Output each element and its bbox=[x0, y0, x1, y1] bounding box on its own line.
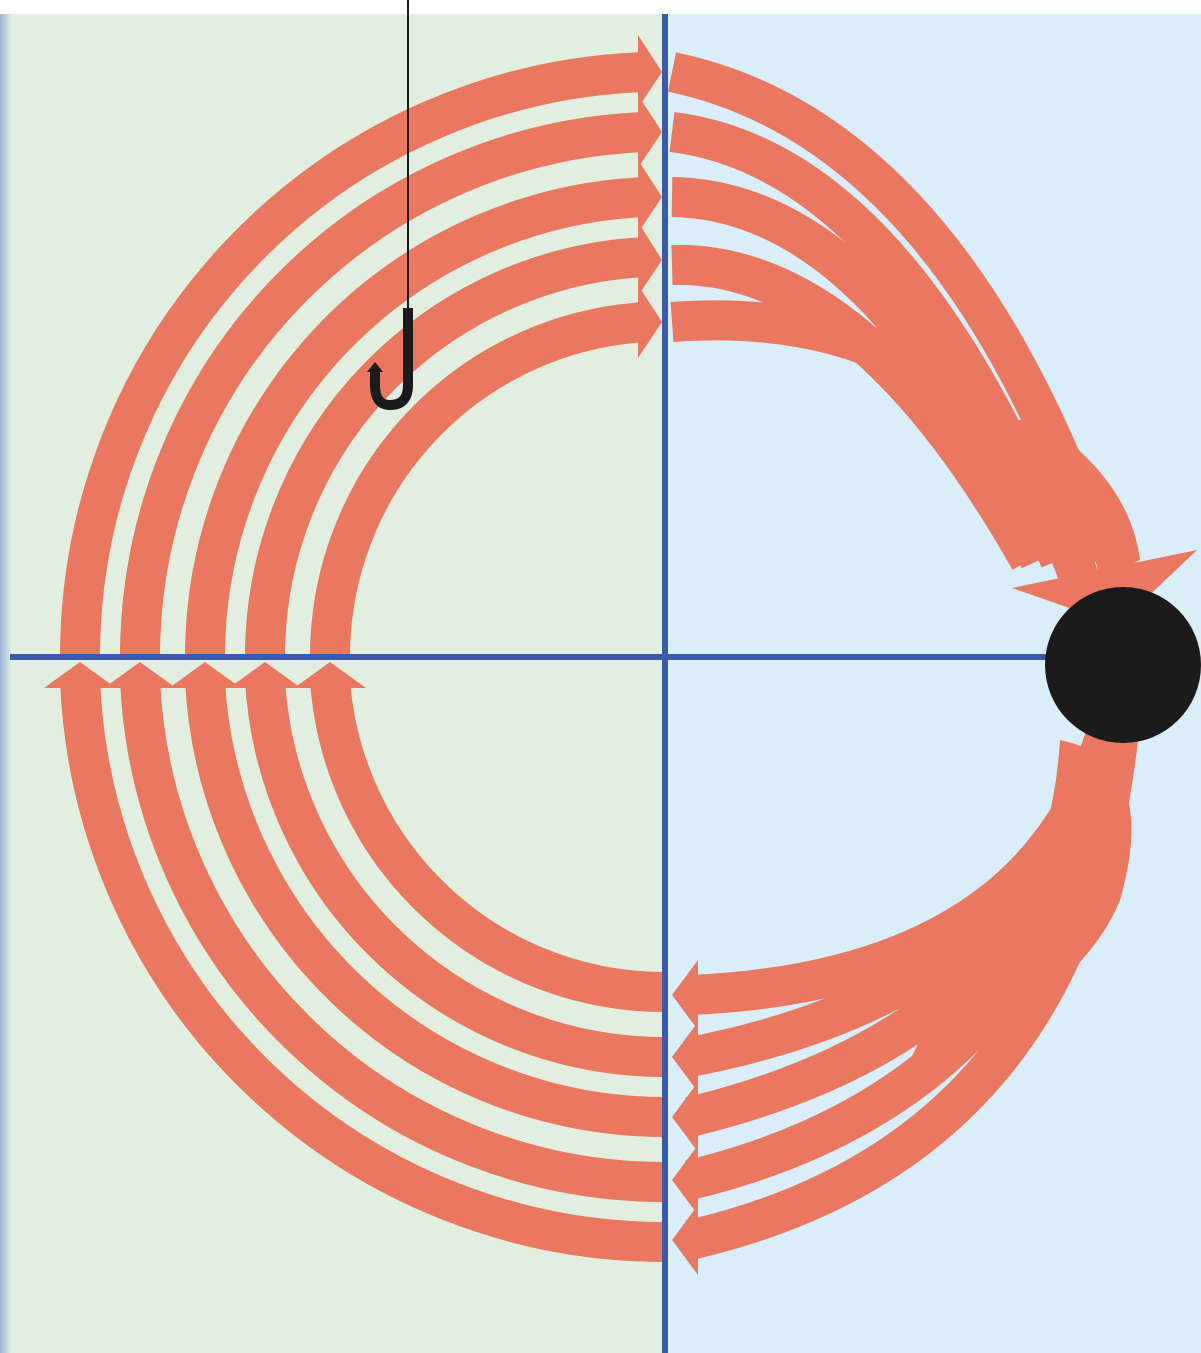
diagram bbox=[0, 0, 1201, 1353]
central-body bbox=[1045, 587, 1201, 743]
page bbox=[0, 0, 1201, 1353]
edge-strip bbox=[0, 14, 12, 1353]
